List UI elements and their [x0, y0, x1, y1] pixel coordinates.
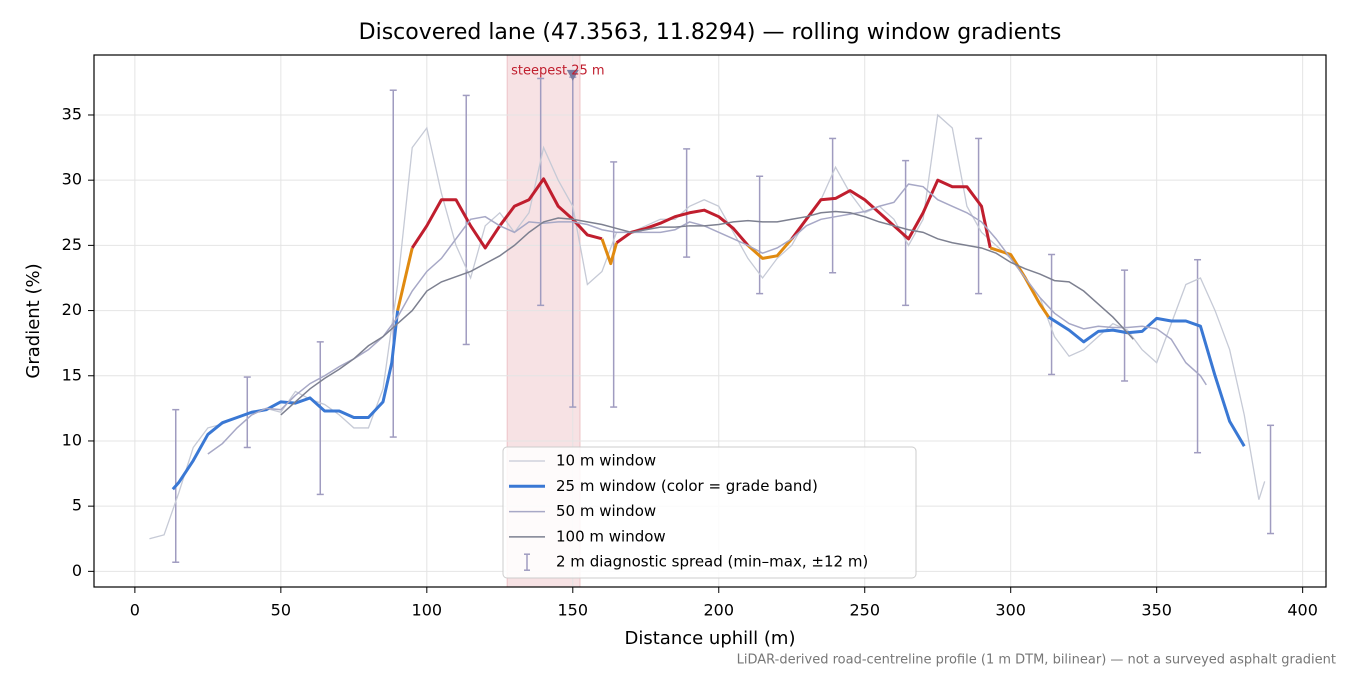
x-axis-label: Distance uphill (m): [625, 628, 796, 649]
x-tick-label: 200: [703, 601, 734, 620]
x-tick-label: 350: [1141, 601, 1172, 620]
legend-label: 25 m window (color = grade band): [556, 477, 818, 495]
steepest-marker: [566, 69, 579, 81]
legend-label: 10 m window: [556, 452, 656, 470]
line-segment: [396, 247, 414, 311]
line-segment: [746, 237, 793, 260]
spread-bar: [316, 341, 324, 496]
y-tick-label: 20: [62, 300, 82, 319]
y-tick-label: 0: [72, 561, 82, 580]
x-tick-label: 100: [412, 601, 443, 620]
steepest-label: steepest 25 m: [511, 64, 604, 79]
y-tick-label: 15: [62, 365, 82, 384]
x-tick-label: 50: [271, 601, 291, 620]
line-series: [280, 210, 1134, 416]
legend-box: [502, 446, 917, 579]
y-tick-label: 5: [72, 496, 82, 515]
spread-bar: [683, 148, 691, 258]
legend-swatch: [524, 553, 530, 571]
x-tick-label: 400: [1287, 601, 1318, 620]
spread-bar: [975, 137, 983, 295]
y-tick-label: 25: [62, 235, 82, 254]
line-segment: [1047, 315, 1246, 447]
spread-bar: [610, 161, 618, 408]
y-axis-label: Gradient (%): [23, 263, 44, 378]
spread-bar: [902, 159, 910, 307]
legend-label: 100 m window: [556, 527, 666, 545]
x-tick-label: 300: [995, 601, 1026, 620]
line-series: [207, 183, 1207, 455]
spread-bar: [1048, 253, 1056, 376]
spread-bar: [1194, 258, 1202, 454]
line-series: [149, 113, 1266, 540]
x-tick-label: 0: [130, 601, 140, 620]
plot-frame: [93, 54, 1327, 588]
line-segment: [410, 177, 603, 250]
y-tick-label: 10: [62, 430, 82, 449]
x-tick-label: 250: [849, 601, 880, 620]
spread-bar: [1121, 269, 1129, 382]
x-tick-label: 150: [558, 601, 589, 620]
spread-bar: [389, 89, 397, 438]
spread-bar: [537, 77, 545, 307]
line-segment: [600, 238, 619, 266]
spread-bar: [1267, 424, 1275, 535]
legend-label: 2 m diagnostic spread (min–max, ±12 m): [556, 553, 868, 571]
y-tick-label: 35: [62, 104, 82, 123]
y-tick-label: 30: [62, 170, 82, 189]
spread-bar: [829, 137, 837, 274]
legend-label: 50 m window: [556, 502, 656, 520]
chart-title: Discovered lane (47.3563, 11.8294) — rol…: [359, 20, 1062, 45]
footnote: LiDAR-derived road-centreline profile (1…: [737, 653, 1336, 668]
